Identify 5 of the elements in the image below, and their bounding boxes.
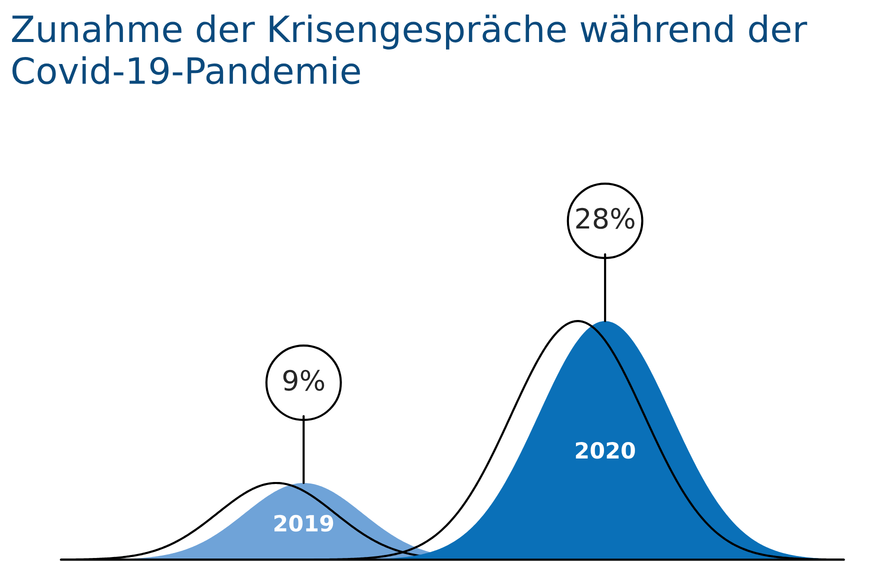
data-label: 9% [283, 370, 324, 391]
text: Zunahme der Krisengespräche während der Covid-19-Pandemie [12, 14, 808, 84]
category-label: 2019 [274, 514, 334, 532]
category-label: 2020 [576, 442, 635, 459]
data-label: 28% [576, 208, 634, 229]
